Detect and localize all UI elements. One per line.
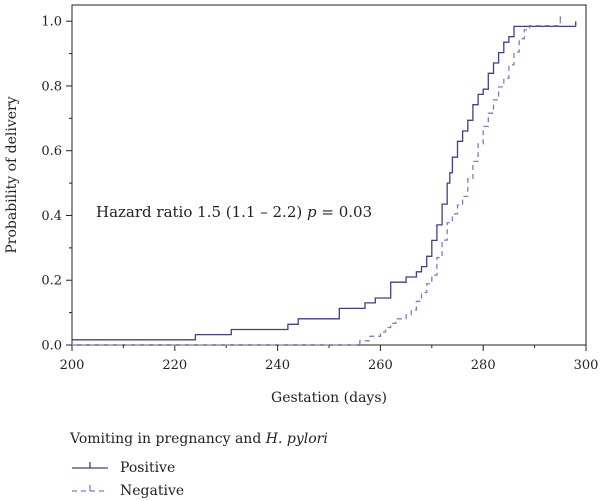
legend: Vomiting in pregnancy and H. pylori Posi…: [69, 431, 328, 499]
x-axis: 200 220 240 260 280 300: [60, 345, 599, 373]
legend-title-prefix: Vomiting in pregnancy and: [69, 431, 266, 447]
series-line-negative: [72, 21, 561, 346]
series-layer: [72, 16, 577, 346]
x-tick-label: 240: [265, 358, 290, 373]
y-tick-label: 0.2: [41, 274, 62, 289]
legend-item-positive: Positive: [72, 460, 175, 476]
y-tick-label: 0.6: [41, 144, 62, 159]
series-line-positive: [72, 25, 576, 341]
plot-frame: [71, 4, 587, 346]
hazard-ratio-annotation: Hazard ratio 1.5 (1.1 – 2.2) p = 0.03: [96, 203, 372, 221]
annotation-prefix: Hazard ratio 1.5 (1.1 – 2.2): [96, 203, 307, 221]
y-tick-label: 0.8: [41, 79, 62, 94]
legend-title: Vomiting in pregnancy and H. pylori: [69, 431, 328, 447]
y-tick-label: 0.4: [41, 209, 62, 224]
x-tick-label: 300: [574, 358, 599, 373]
legend-item-negative: Negative: [72, 483, 184, 499]
y-tick-label: 1.0: [41, 15, 62, 30]
y-tick-label: 0.0: [41, 339, 62, 354]
y-axis: 0.0 0.2 0.4 0.6 0.8 1.0: [41, 15, 72, 354]
annotation-p-symbol: p: [307, 203, 317, 221]
x-tick-label: 260: [368, 358, 393, 373]
legend-title-italic: H. pylori: [265, 431, 328, 447]
legend-label-negative: Negative: [120, 483, 184, 499]
y-axis-label: Probability of delivery: [4, 96, 20, 253]
annotation-suffix: = 0.03: [317, 203, 373, 221]
x-tick-label: 200: [60, 358, 85, 373]
x-tick-label: 280: [471, 358, 496, 373]
legend-label-positive: Positive: [120, 460, 175, 476]
x-axis-label: Gestation (days): [271, 390, 387, 406]
x-tick-label: 220: [162, 358, 187, 373]
